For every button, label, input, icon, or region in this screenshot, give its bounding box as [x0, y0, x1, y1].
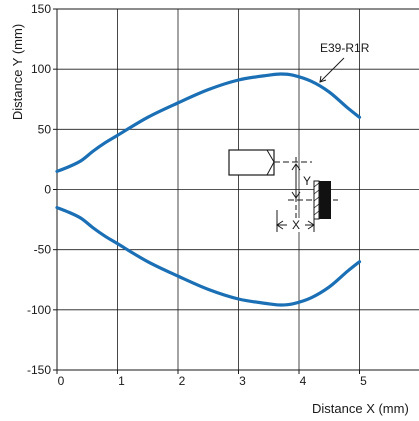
- y-tick-label: 100: [31, 62, 51, 76]
- x-tick-label: 4: [300, 374, 307, 388]
- y-marker-label: Y: [303, 174, 311, 188]
- y-tick-label: 50: [38, 122, 52, 136]
- grid-lines: [57, 9, 419, 370]
- curve-label-leader: [319, 57, 345, 83]
- series-line-upper: [55, 72, 362, 174]
- y-axis-title: Distance Y (mm): [10, 24, 25, 120]
- tick-labels: 0123456150100500-50-100-150: [27, 2, 367, 388]
- y-tick-label: -150: [27, 363, 51, 377]
- x-tick-label: 3: [239, 374, 246, 388]
- x-tick-label: 2: [179, 374, 186, 388]
- target-block: [319, 181, 331, 219]
- series-line-lower: [55, 205, 362, 307]
- sensor-body: [228, 149, 275, 176]
- y-tick-label: -100: [27, 303, 51, 317]
- sensor-diagram: Y X: [228, 149, 338, 232]
- curve-label: E39-R1R: [320, 41, 370, 55]
- y-tick-label: 150: [31, 2, 51, 16]
- x-tick-label: 0: [58, 374, 65, 388]
- x-marker-label: X: [292, 218, 300, 232]
- target-hatch: [313, 180, 320, 220]
- y-tick-label: 0: [44, 183, 51, 197]
- x-axis-title: Distance X (mm): [312, 401, 409, 416]
- y-tick-label: -50: [34, 243, 52, 257]
- x-tick-label: 5: [360, 374, 367, 388]
- series-lines: [55, 72, 362, 307]
- x-tick-label: 1: [118, 374, 125, 388]
